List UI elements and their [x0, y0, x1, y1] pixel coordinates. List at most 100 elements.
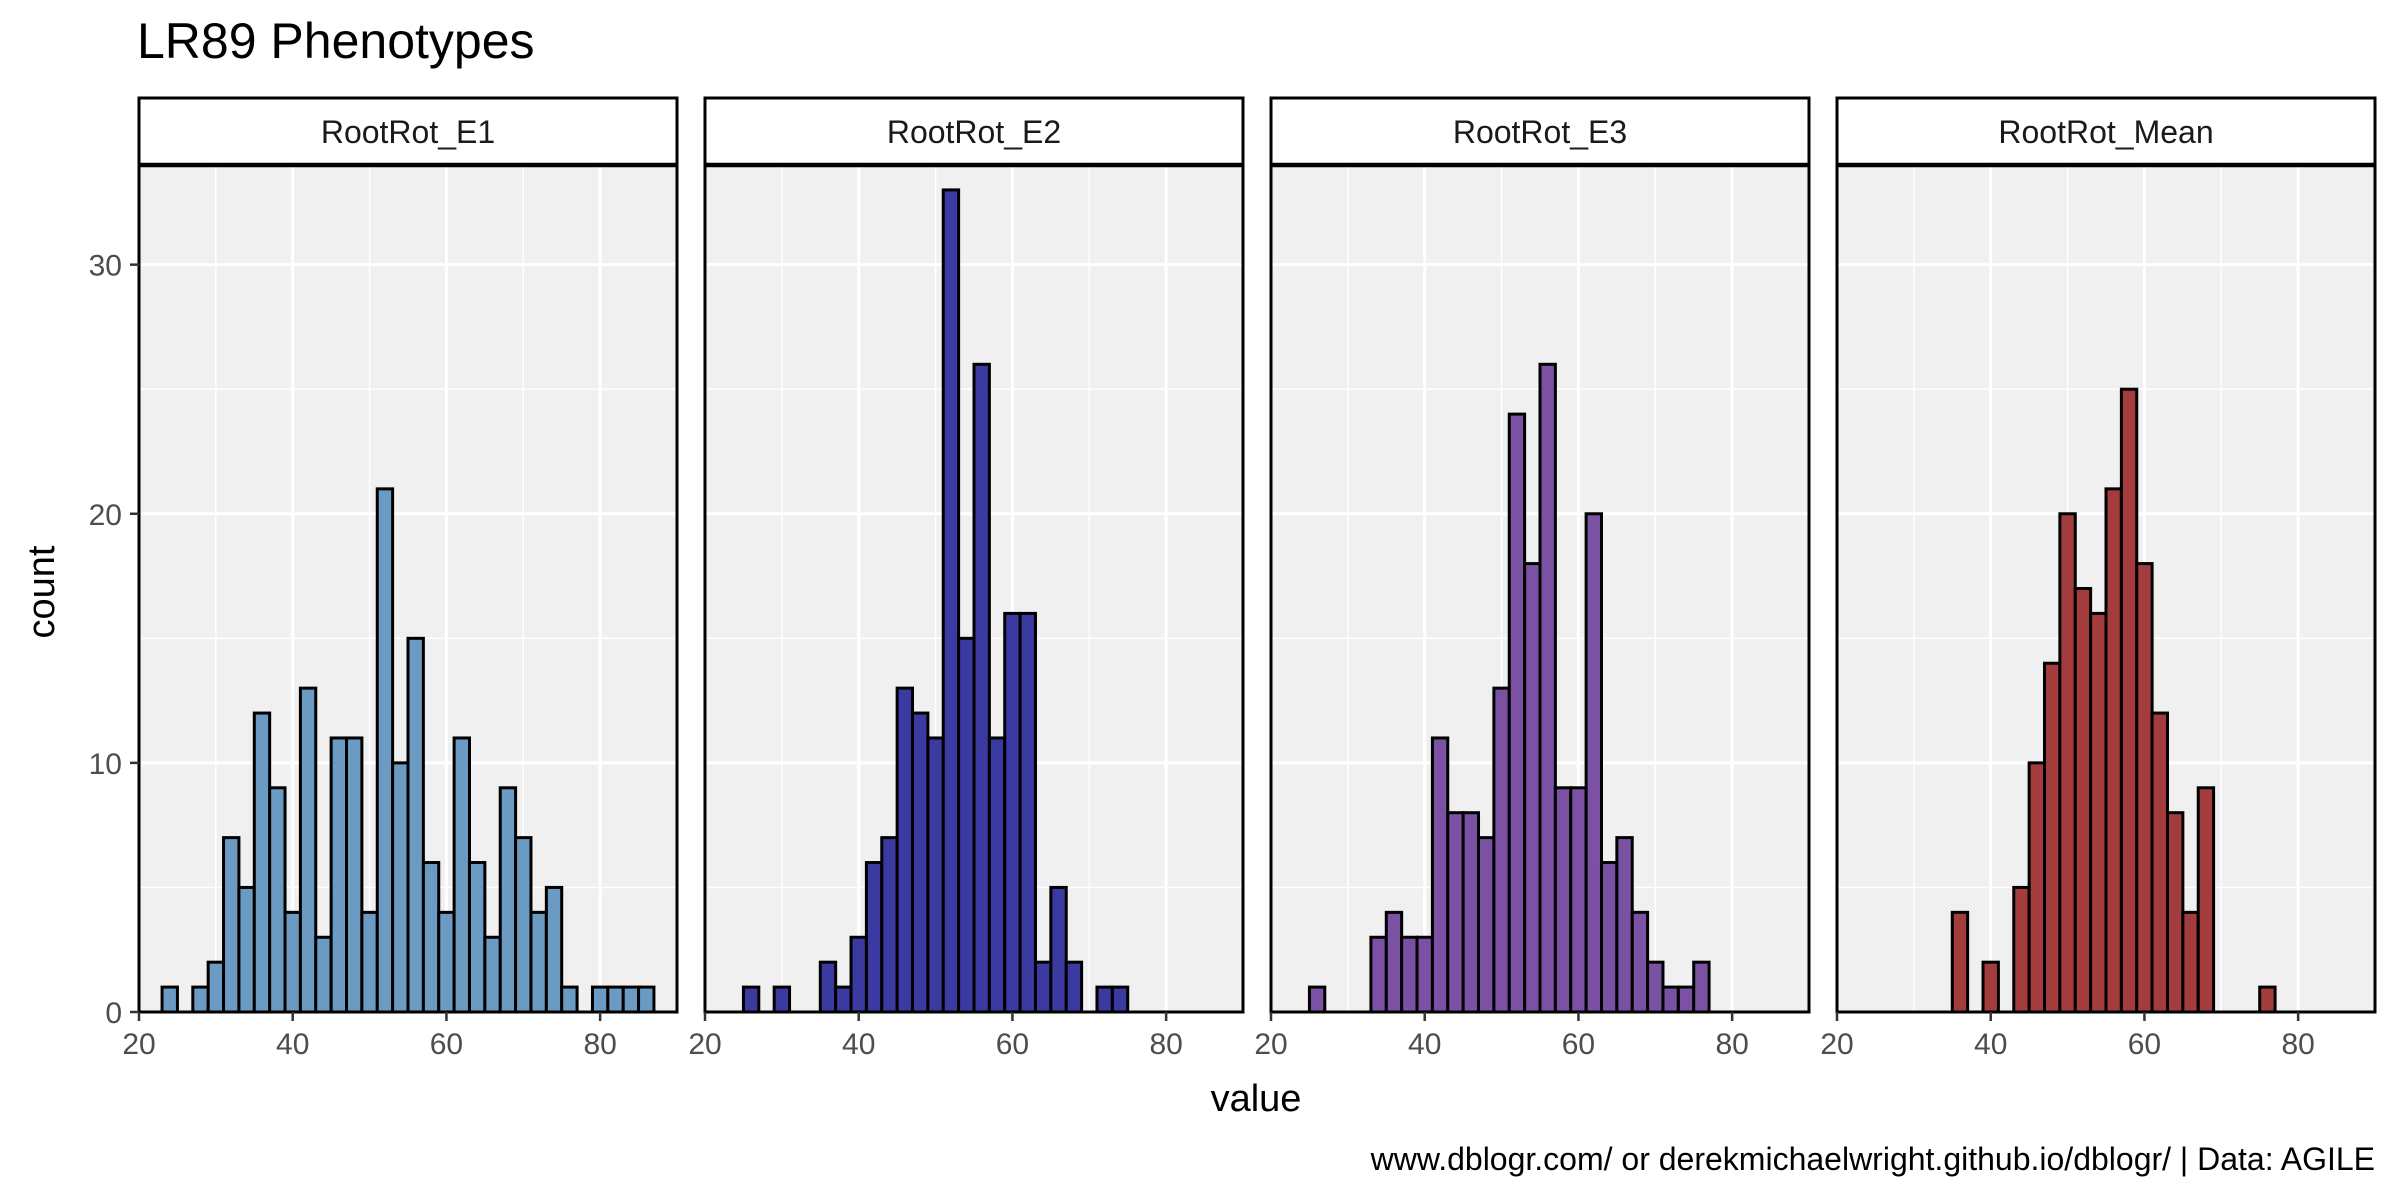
histogram-bar — [880, 836, 899, 1014]
histogram-bar — [1095, 985, 1114, 1014]
histogram-bar — [2027, 761, 2047, 1014]
histogram-bar — [1661, 985, 1680, 1014]
histogram-bar — [560, 985, 579, 1014]
y-tick-label: 20 — [89, 499, 122, 532]
histogram-bar — [1430, 736, 1450, 1014]
histogram-bar — [514, 836, 533, 1014]
histogram-bar — [1507, 412, 1527, 1014]
histogram-bar — [2119, 387, 2139, 1014]
histogram-bar — [849, 935, 868, 1014]
histogram-bar — [1569, 786, 1588, 1014]
histogram-bar — [2196, 786, 2216, 1014]
facet-panel-rootrot-e1: RootRot_E1 20 40 60 80 0 10 20 30 — [89, 96, 679, 1061]
x-axis-label: value — [1211, 1078, 1302, 1120]
histogram-bar — [206, 960, 226, 1014]
x-tick-label: 60 — [1562, 1028, 1595, 1061]
histogram-bar — [834, 985, 853, 1014]
histogram-bar — [637, 985, 656, 1014]
histogram-bar — [911, 711, 930, 1014]
facet-strip-label: RootRot_E2 — [887, 114, 1061, 150]
facet-strip-label: RootRot_E1 — [321, 114, 495, 150]
histogram-bar — [1110, 985, 1130, 1014]
histogram-bar — [2043, 661, 2062, 1014]
y-tick-label: 10 — [89, 748, 122, 781]
histogram-bar — [2012, 885, 2031, 1014]
histogram-bar — [590, 985, 610, 1014]
caption: www.dblogr.com/ or derekmichaelwright.gi… — [1370, 1141, 2375, 1177]
facet-panel-rootrot-e3: RootRot_E3 20 40 60 80 — [1254, 96, 1811, 1061]
histogram-bar — [252, 711, 272, 1014]
histogram-bar — [222, 836, 241, 1014]
histogram-bar — [298, 686, 318, 1014]
histogram-bar — [498, 786, 518, 1014]
histogram-bar — [483, 935, 502, 1014]
histogram-bar — [1584, 512, 1603, 1014]
histogram-bar — [360, 910, 379, 1014]
histogram-bar — [1553, 786, 1573, 1014]
histogram-bar — [1492, 686, 1511, 1014]
histogram-bar — [987, 736, 1007, 1014]
histogram-bar — [1461, 811, 1481, 1014]
x-tick-label: 40 — [276, 1028, 309, 1061]
histogram-bar — [391, 761, 410, 1014]
histogram-bar — [467, 861, 487, 1014]
histogram-bar — [1369, 935, 1388, 1014]
facet-strip — [703, 96, 1245, 167]
histogram-bar — [1630, 910, 1650, 1014]
histogram-bar — [191, 985, 210, 1014]
facet-strip-label: RootRot_Mean — [1998, 114, 2213, 150]
x-tick-label: 60 — [430, 1028, 463, 1061]
histogram-bar — [941, 188, 961, 1014]
histogram-bar — [1384, 910, 1404, 1014]
histogram-bar — [1400, 935, 1419, 1014]
x-tick-label: 80 — [583, 1028, 616, 1061]
histogram-bar — [1950, 910, 1970, 1014]
histogram-bar — [375, 487, 395, 1014]
x-tick-label: 80 — [1149, 1028, 1182, 1061]
histogram-bar — [314, 935, 333, 1014]
histogram-bar — [1018, 611, 1037, 1014]
histogram-bars — [741, 188, 1130, 1014]
histogram-bar — [1981, 960, 2000, 1014]
histogram-bar — [772, 985, 792, 1014]
histogram-bar — [1538, 362, 1557, 1014]
x-tick-label: 20 — [1254, 1028, 1287, 1061]
histogram-bar — [2104, 487, 2123, 1014]
facet-panel-rootrot-mean: RootRot_Mean 20 40 60 80 — [1820, 96, 2377, 1061]
histogram-bar — [895, 686, 915, 1014]
facet-panel-rootrot-e2: RootRot_E2 20 40 60 80 — [688, 96, 1245, 1061]
histogram-bar — [606, 985, 625, 1014]
histogram-bar — [1615, 836, 1634, 1014]
histogram-bar — [1003, 611, 1022, 1014]
histogram-bar — [741, 985, 761, 1014]
histogram-bar — [1676, 985, 1696, 1014]
y-tick-label: 0 — [105, 997, 122, 1030]
histogram-bar — [2150, 711, 2169, 1014]
histogram-bar — [1033, 960, 1053, 1014]
histogram-bar — [268, 786, 287, 1014]
histogram-bar — [1415, 935, 1434, 1014]
histogram-bar — [345, 736, 364, 1014]
x-tick-label: 40 — [1974, 1028, 2007, 1061]
histogram-bar — [2165, 811, 2185, 1014]
histogram-bar — [237, 885, 256, 1014]
histogram-bar — [1692, 960, 1711, 1014]
facet-strip-label: RootRot_E3 — [1453, 114, 1627, 150]
histogram-bar — [329, 736, 349, 1014]
histogram-bars — [1950, 387, 2277, 1014]
x-tick-label: 40 — [1408, 1028, 1441, 1061]
histogram-bar — [2089, 611, 2108, 1014]
histogram-bar — [406, 636, 425, 1014]
x-tick-label: 20 — [122, 1028, 155, 1061]
histogram-bar — [621, 985, 641, 1014]
histogram-bar — [1049, 885, 1068, 1014]
histogram-bar — [1446, 811, 1465, 1014]
histogram-bar — [452, 736, 471, 1014]
histogram-bar — [864, 861, 884, 1014]
x-tick-label: 20 — [688, 1028, 721, 1061]
histogram-bar — [160, 985, 179, 1014]
histogram-bar — [957, 636, 976, 1014]
histogram-bar — [2135, 562, 2154, 1014]
x-tick-label: 40 — [842, 1028, 875, 1061]
